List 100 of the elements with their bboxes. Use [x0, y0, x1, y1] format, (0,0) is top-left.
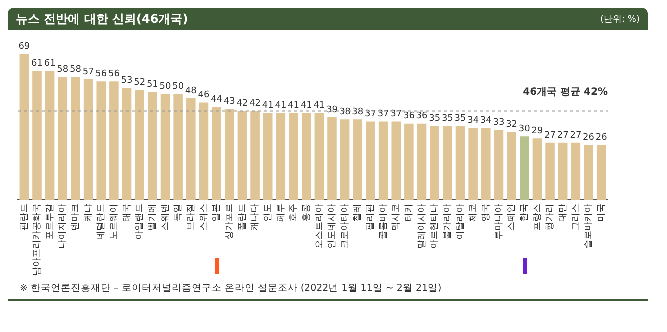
bar — [96, 82, 106, 200]
bar — [135, 90, 144, 200]
x-tick-label: 미국 — [596, 204, 607, 222]
bar — [468, 128, 478, 200]
data-label: 26 — [596, 132, 608, 143]
data-label: 46 — [198, 90, 210, 101]
bar — [558, 142, 568, 200]
x-tick-label: 나이지리아 — [58, 204, 68, 249]
bar — [84, 79, 94, 200]
bar — [366, 122, 376, 200]
x-tick-label: 캐나다 — [250, 204, 261, 231]
data-label: 53 — [121, 76, 133, 86]
bar — [45, 71, 55, 200]
x-tick-label: 홍콩 — [302, 204, 312, 222]
x-tick-label: 독일 — [174, 204, 184, 222]
ref-line-label: 46개국 평균 42% — [523, 86, 608, 98]
x-tick-label: 케냐 — [84, 204, 94, 222]
x-tick-label: 브라질 — [186, 204, 196, 231]
data-label: 42 — [236, 99, 248, 110]
x-tick-label: 싱가포르 — [224, 204, 235, 240]
data-label: 41 — [288, 101, 300, 112]
bar — [314, 113, 324, 200]
x-tick-label: 그리스 — [571, 204, 582, 231]
data-label: 37 — [390, 110, 402, 120]
data-label: 58 — [57, 65, 69, 76]
text: ※ 한국언론진흥재단 – 로이터저널리즘연구소 온라인 설문조사 (2022년 1월 11일 ~ 2월 21일) — [19, 282, 443, 296]
bar — [20, 54, 30, 200]
data-label: 41 — [275, 101, 287, 112]
bar — [353, 120, 363, 200]
x-tick-label: 핀란드 — [20, 204, 30, 231]
data-label: 29 — [532, 126, 544, 137]
data-label: 27 — [544, 130, 556, 141]
data-label: 35 — [442, 114, 454, 124]
x-tick-label: 콜롬비아 — [378, 204, 389, 240]
x-tick-label: 남아프리카공화국 — [32, 204, 43, 276]
bar — [174, 94, 183, 200]
x-tick-label: 페루 — [276, 204, 286, 222]
bar — [122, 88, 132, 200]
data-label: 41 — [314, 101, 326, 112]
bar — [392, 122, 402, 200]
x-tick-label: 스페인 — [507, 204, 518, 231]
data-label: 44 — [211, 94, 223, 105]
data-label: 51 — [146, 80, 158, 90]
data-label: 26 — [583, 132, 595, 143]
data-label: 50 — [160, 82, 172, 92]
x-tick-label: 폴란드 — [238, 204, 248, 231]
bar — [417, 124, 427, 200]
data-label: 34 — [480, 116, 492, 126]
bar — [160, 94, 170, 200]
bar — [507, 132, 516, 200]
x-tick-label: 헝가리 — [546, 204, 556, 231]
x-tick-label: 인도네시아 — [328, 204, 338, 249]
bar — [58, 77, 68, 200]
chart-title: 뉴스 전반에 대한 신뢰(46개국) — [16, 10, 188, 28]
data-label: 34 — [468, 116, 480, 126]
bar — [378, 122, 388, 200]
data-label: 41 — [262, 101, 274, 112]
bar — [212, 106, 222, 200]
x-tick-label: 네덜란드 — [96, 204, 107, 240]
bar — [186, 98, 196, 200]
bar — [328, 118, 337, 200]
x-tick-label: 인도 — [263, 204, 274, 222]
x-tick-label: 대만 — [558, 204, 568, 222]
data-label: 33 — [493, 118, 505, 128]
x-tick-label: 프랑스 — [532, 204, 543, 231]
x-tick-label: 한국 — [520, 204, 530, 222]
x-tick-label: 크로아티아 — [340, 204, 350, 249]
bar — [250, 111, 260, 200]
data-label: 37 — [378, 110, 390, 120]
x-tick-label: 스위스 — [199, 204, 210, 231]
x-tick-label: 일본 — [212, 204, 222, 222]
data-label: 48 — [185, 86, 198, 96]
x-tick-label: 체코 — [468, 204, 479, 222]
x-tick-label: 루마니아 — [494, 204, 504, 240]
bar — [520, 136, 530, 200]
bar — [596, 145, 606, 200]
bar — [238, 111, 248, 200]
bar — [32, 71, 42, 200]
bar — [340, 120, 350, 200]
x-tick-label: 터키 — [404, 204, 415, 222]
data-label: 32 — [506, 120, 518, 130]
x-tick-label: 필리핀 — [366, 204, 376, 231]
x-tick-label: 이탈리아 — [456, 204, 466, 240]
data-label: 52 — [134, 78, 146, 88]
data-label: 27 — [557, 130, 569, 141]
x-tick-label: 호주 — [289, 204, 300, 222]
data-label: 35 — [429, 114, 441, 124]
x-tick-label: 멕시코 — [392, 204, 402, 231]
data-label: 56 — [96, 69, 108, 80]
data-label: 37 — [364, 110, 376, 120]
bar — [71, 77, 80, 200]
data-label: 58 — [70, 65, 82, 76]
bar — [571, 142, 581, 200]
bar — [199, 102, 209, 200]
bar — [546, 142, 555, 200]
bar — [443, 126, 452, 200]
bar — [494, 130, 504, 200]
x-tick-label: 태국 — [122, 204, 132, 222]
data-label: 39 — [326, 105, 338, 116]
bar — [276, 113, 286, 200]
